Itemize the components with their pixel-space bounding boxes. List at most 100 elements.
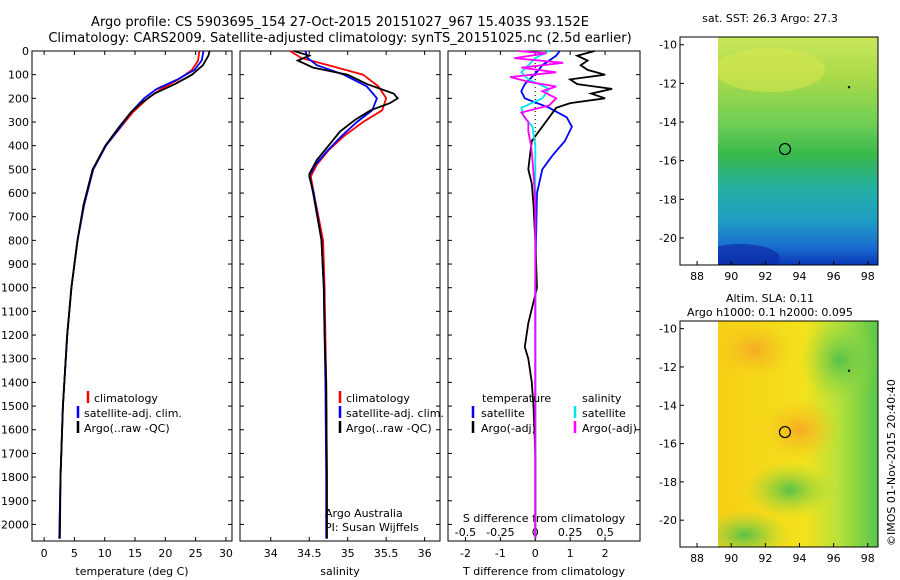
map-x-tick-label: 94 (792, 552, 806, 565)
x-tick-label: 35.5 (374, 547, 399, 560)
secondary-float-marker (847, 86, 851, 89)
x-tick-label: 15 (128, 547, 142, 560)
sla-high-patch-1 (718, 322, 793, 378)
y-tick-label: 0 (22, 45, 29, 58)
map-y-tick-label: -18 (659, 476, 677, 489)
difference-profile-panel: -2 -1 0 1 2 T difference from climatology -0.5… (447, 50, 641, 578)
plot-frame (31, 50, 233, 542)
x-tick-label-salinity: 0.25 (558, 526, 583, 539)
y-tick-label: 300 (8, 116, 29, 129)
map-sla-title-line2: Argo h1000: 0.1 h2000: 0.095 (687, 306, 853, 319)
x-tick-label: -1 (495, 547, 506, 560)
y-tick-label: 1200 (1, 329, 29, 342)
y-tick-label: 1500 (1, 400, 29, 413)
x-tick-label: 25 (189, 547, 203, 560)
map-x-tick-label: 88 (690, 270, 704, 283)
x-tick-label: 2 (602, 547, 609, 560)
x-axis-label-salinity: S difference from climatology (463, 512, 626, 525)
sst-cold-patch (718, 244, 780, 265)
legend-argo-label: Argo(..raw -QC) (346, 422, 432, 435)
map-x-tick-label: 98 (861, 552, 875, 565)
map-x-tick-label: 96 (827, 552, 841, 565)
map-y-tick-label: -12 (659, 361, 677, 374)
y-tick-label: 1000 (1, 282, 29, 295)
legend-satellite-label: satellite-adj. clim. (346, 407, 444, 420)
credit-line1: Argo Australia (325, 507, 403, 520)
x-tick-label-salinity: -0.25 (486, 526, 514, 539)
series-line-salinity-argo--adj- (509, 50, 564, 539)
y-tick-label: 100 (8, 69, 29, 82)
map-frame (679, 320, 879, 548)
legend-sal-satellite-label: satellite (582, 407, 626, 420)
map-y-tick-label: -16 (659, 438, 677, 451)
y-tick-label: 2000 (1, 518, 29, 531)
legend-argo-label: Argo(..raw -QC) (84, 422, 170, 435)
salinity-profile-panel: 34 34.5 35 35.5 36 salinity (239, 50, 441, 578)
legend-climatology-label: climatology (94, 392, 158, 405)
map-y-tick-label: -14 (659, 116, 677, 129)
sst-map-panel: 88 90 92 94 96 98 -10 -12 -14 -16 -18 -20 (659, 36, 879, 283)
y-tick-label: 1900 (1, 495, 29, 508)
y-tick-label: 500 (8, 163, 29, 176)
credit-line2: PI: Susan Wijffels (325, 521, 419, 534)
plot-frame (239, 50, 441, 542)
x-tick-label: 1 (567, 547, 574, 560)
x-tick-label: 34.5 (297, 547, 322, 560)
x-axis-label: T difference from climatology (462, 565, 625, 578)
map-y-tick-label: -10 (659, 39, 677, 52)
map-sst-title: sat. SST: 26.3 Argo: 27.3 (702, 12, 838, 25)
sla-map-panel: 88 90 92 94 96 98 -10 -12 -14 -16 -18 -20 (659, 320, 879, 565)
x-tick-label: 5 (71, 547, 78, 560)
map-sla-title-line1: Altim. SLA: 0.11 (726, 292, 814, 305)
difference-legend: temperature satellite Argo(-adj) salinit… (471, 392, 637, 435)
temperature-legend: climatology satellite-adj. clim. Argo(..… (76, 391, 182, 435)
x-tick-label: 35 (341, 547, 355, 560)
y-tick-label: 400 (8, 140, 29, 153)
y-tick-label: 1300 (1, 353, 29, 366)
x-tick-label: 30 (219, 547, 233, 560)
temperature-profile-panel: 0100200300400500600700800900100011001200… (1, 45, 233, 578)
map-x-tick-label: 92 (758, 552, 772, 565)
map-y-tick-label: -16 (659, 155, 677, 168)
map-y-tick-label: -18 (659, 193, 677, 206)
map-x-tick-label: 88 (690, 552, 704, 565)
x-tick-label: 36 (418, 547, 432, 560)
map-y-tick-label: -12 (659, 77, 677, 90)
sla-low-patch-3 (718, 510, 790, 547)
series-line-argo---raw--qc- (293, 50, 400, 539)
imos-timestamp: ©IMOS 01-Nov-2015 20:40:40 (885, 379, 898, 546)
y-tick-label: 1800 (1, 471, 29, 484)
y-tick-label: 1100 (1, 305, 29, 318)
map-x-tick-label: 90 (724, 270, 738, 283)
sla-low-patch-2 (745, 462, 835, 518)
x-axis-label: temperature (deg C) (75, 565, 188, 578)
legend-temp-argo-label: Argo(-adj) (481, 422, 536, 435)
map-y-tick-label: -20 (659, 514, 677, 527)
map-y-tick-label: -10 (659, 323, 677, 336)
series-line-temperature-argo--adj- (523, 50, 613, 539)
legend-temperature-header: temperature (482, 392, 551, 405)
map-x-tick-label: 94 (792, 270, 806, 283)
legend-climatology-label: climatology (346, 392, 410, 405)
legend-sal-argo-label: Argo(-adj) (582, 422, 637, 435)
map-x-tick-label: 96 (827, 270, 841, 283)
x-tick-label: 0 (41, 547, 48, 560)
x-tick-label: -2 (460, 547, 471, 560)
sla-high-patch-2 (760, 398, 840, 462)
map-x-tick-label: 92 (758, 270, 772, 283)
legend-temp-satellite-label: satellite (481, 407, 525, 420)
x-tick-label: 10 (98, 547, 112, 560)
y-tick-label: 700 (8, 211, 29, 224)
x-tick-label: 20 (158, 547, 172, 560)
salinity-legend: climatology satellite-adj. clim. Argo(..… (338, 391, 444, 435)
series-line-argo---raw--qc- (59, 50, 211, 539)
map-y-tick-label: -20 (659, 232, 677, 245)
x-axis-label: salinity (320, 565, 360, 578)
y-tick-label: 600 (8, 187, 29, 200)
argo-float-marker (778, 142, 792, 156)
map-frame (679, 36, 879, 266)
plot-frame (447, 50, 641, 542)
y-tick-label: 800 (8, 234, 29, 247)
sst-warm-patch (718, 48, 825, 92)
